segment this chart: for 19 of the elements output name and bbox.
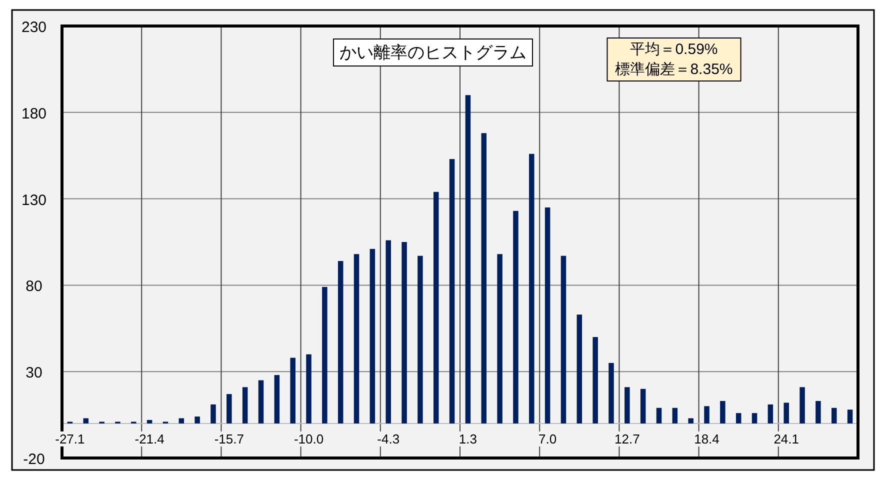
x-tick-label: -21.4 <box>134 431 164 446</box>
x-tick-label: 18.4 <box>694 431 720 446</box>
x-tick-label: -15.7 <box>214 431 244 446</box>
ytick: 130 <box>21 192 47 209</box>
x-tick-label: -4.3 <box>377 431 400 446</box>
x-tick-label: 1.3 <box>458 431 477 446</box>
x-tick-label: 12.7 <box>614 431 640 446</box>
x-tick-label: 24.1 <box>774 431 800 446</box>
x-tick-label: -10.0 <box>294 431 324 446</box>
annotation: 標準偏差＝8.35% <box>615 61 733 78</box>
ytick: -20 <box>23 451 45 468</box>
ytick: 80 <box>26 278 42 296</box>
ytick: 180 <box>21 105 47 122</box>
ytick: 30 <box>26 364 42 382</box>
annotation: 平均＝0.59% <box>630 41 718 58</box>
ytick: 230 <box>21 19 47 36</box>
x-tick-label: -27.1 <box>55 431 85 446</box>
x-tick-label: 7.0 <box>538 431 557 446</box>
text: かい離率のヒストグラム <box>340 43 526 62</box>
